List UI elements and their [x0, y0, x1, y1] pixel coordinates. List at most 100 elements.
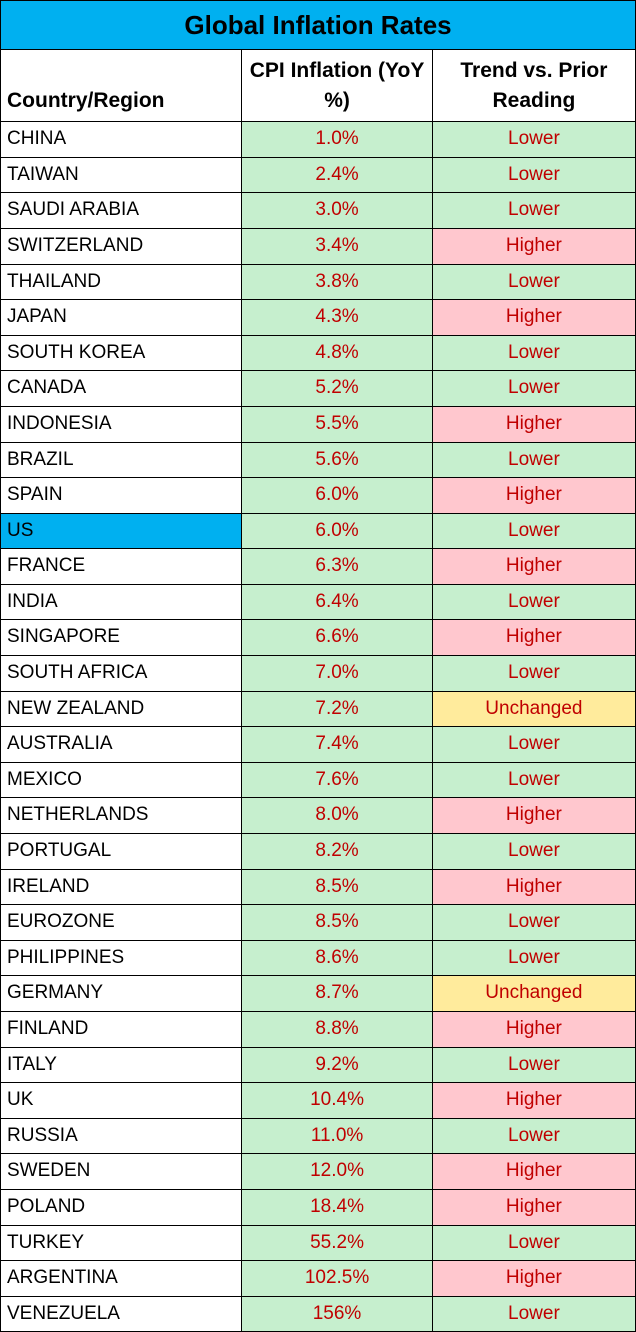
cpi-cell: 6.6%: [242, 620, 433, 656]
cpi-cell: 9.2%: [242, 1047, 433, 1083]
cpi-cell: 8.2%: [242, 834, 433, 870]
table-row: SAUDI ARABIA3.0%Lower: [1, 193, 636, 229]
table-row: ARGENTINA102.5%Higher: [1, 1261, 636, 1297]
table-row: EUROZONE8.5%Lower: [1, 905, 636, 941]
country-cell: SOUTH AFRICA: [1, 656, 242, 692]
country-cell: RUSSIA: [1, 1118, 242, 1154]
trend-cell: Higher: [432, 1261, 635, 1297]
trend-cell: Higher: [432, 1189, 635, 1225]
table-row: UK10.4%Higher: [1, 1083, 636, 1119]
cpi-cell: 8.0%: [242, 798, 433, 834]
table-row: US6.0%Lower: [1, 513, 636, 549]
country-cell: BRAZIL: [1, 442, 242, 478]
cpi-cell: 7.0%: [242, 656, 433, 692]
trend-cell: Higher: [432, 406, 635, 442]
cpi-cell: 11.0%: [242, 1118, 433, 1154]
table-row: TAIWAN2.4%Lower: [1, 157, 636, 193]
trend-cell: Lower: [432, 193, 635, 229]
cpi-cell: 55.2%: [242, 1225, 433, 1261]
cpi-cell: 8.5%: [242, 905, 433, 941]
country-cell: MEXICO: [1, 762, 242, 798]
cpi-cell: 6.0%: [242, 478, 433, 514]
trend-cell: Lower: [432, 834, 635, 870]
trend-cell: Lower: [432, 1118, 635, 1154]
trend-cell: Lower: [432, 264, 635, 300]
table-row: THAILAND3.8%Lower: [1, 264, 636, 300]
country-cell: TURKEY: [1, 1225, 242, 1261]
trend-cell: Lower: [432, 727, 635, 763]
cpi-cell: 2.4%: [242, 157, 433, 193]
cpi-cell: 12.0%: [242, 1154, 433, 1190]
country-cell: ITALY: [1, 1047, 242, 1083]
cpi-cell: 8.7%: [242, 976, 433, 1012]
table-row: SPAIN6.0%Higher: [1, 478, 636, 514]
trend-cell: Higher: [432, 228, 635, 264]
cpi-cell: 3.8%: [242, 264, 433, 300]
inflation-table-container: Global Inflation Rates Country/Region CP…: [0, 0, 636, 1332]
table-row: MEXICO7.6%Lower: [1, 762, 636, 798]
header-trend: Trend vs. Prior Reading: [432, 50, 635, 122]
inflation-table: Global Inflation Rates Country/Region CP…: [0, 0, 636, 1332]
table-row: POLAND18.4%Higher: [1, 1189, 636, 1225]
trend-cell: Lower: [432, 157, 635, 193]
table-row: ITALY9.2%Lower: [1, 1047, 636, 1083]
table-row: SOUTH KOREA4.8%Lower: [1, 335, 636, 371]
cpi-cell: 4.8%: [242, 335, 433, 371]
country-cell: SWEDEN: [1, 1154, 242, 1190]
trend-cell: Lower: [432, 1047, 635, 1083]
trend-cell: Unchanged: [432, 691, 635, 727]
cpi-cell: 8.6%: [242, 940, 433, 976]
table-row: IRELAND8.5%Higher: [1, 869, 636, 905]
cpi-cell: 3.0%: [242, 193, 433, 229]
trend-cell: Higher: [432, 1012, 635, 1048]
country-cell: ARGENTINA: [1, 1261, 242, 1297]
country-cell: PHILIPPINES: [1, 940, 242, 976]
table-row: NEW ZEALAND7.2%Unchanged: [1, 691, 636, 727]
country-cell: CANADA: [1, 371, 242, 407]
country-cell: INDONESIA: [1, 406, 242, 442]
table-row: CANADA5.2%Lower: [1, 371, 636, 407]
cpi-cell: 18.4%: [242, 1189, 433, 1225]
table-body: CHINA1.0%LowerTAIWAN2.4%LowerSAUDI ARABI…: [1, 122, 636, 1332]
country-cell: VENEZUELA: [1, 1296, 242, 1332]
table-row: JAPAN4.3%Higher: [1, 300, 636, 336]
trend-cell: Lower: [432, 1225, 635, 1261]
table-row: VENEZUELA156%Lower: [1, 1296, 636, 1332]
trend-cell: Lower: [432, 940, 635, 976]
cpi-cell: 5.5%: [242, 406, 433, 442]
country-cell: NETHERLANDS: [1, 798, 242, 834]
table-row: RUSSIA11.0%Lower: [1, 1118, 636, 1154]
table-row: INDONESIA5.5%Higher: [1, 406, 636, 442]
trend-cell: Higher: [432, 478, 635, 514]
country-cell: AUSTRALIA: [1, 727, 242, 763]
cpi-cell: 6.0%: [242, 513, 433, 549]
trend-cell: Higher: [432, 300, 635, 336]
cpi-cell: 102.5%: [242, 1261, 433, 1297]
cpi-cell: 3.4%: [242, 228, 433, 264]
table-row: CHINA1.0%Lower: [1, 122, 636, 158]
table-title: Global Inflation Rates: [1, 1, 636, 50]
trend-cell: Lower: [432, 905, 635, 941]
trend-cell: Higher: [432, 1154, 635, 1190]
cpi-cell: 7.2%: [242, 691, 433, 727]
country-cell: POLAND: [1, 1189, 242, 1225]
title-row: Global Inflation Rates: [1, 1, 636, 50]
country-cell: IRELAND: [1, 869, 242, 905]
table-row: PORTUGAL8.2%Lower: [1, 834, 636, 870]
trend-cell: Lower: [432, 1296, 635, 1332]
country-cell: US: [1, 513, 242, 549]
country-cell: FINLAND: [1, 1012, 242, 1048]
country-cell: NEW ZEALAND: [1, 691, 242, 727]
table-row: FRANCE6.3%Higher: [1, 549, 636, 585]
country-cell: GERMANY: [1, 976, 242, 1012]
country-cell: SWITZERLAND: [1, 228, 242, 264]
header-cpi: CPI Inflation (YoY %): [242, 50, 433, 122]
table-row: BRAZIL5.6%Lower: [1, 442, 636, 478]
country-cell: JAPAN: [1, 300, 242, 336]
country-cell: CHINA: [1, 122, 242, 158]
header-country: Country/Region: [1, 50, 242, 122]
trend-cell: Higher: [432, 549, 635, 585]
country-cell: THAILAND: [1, 264, 242, 300]
country-cell: SAUDI ARABIA: [1, 193, 242, 229]
country-cell: INDIA: [1, 584, 242, 620]
